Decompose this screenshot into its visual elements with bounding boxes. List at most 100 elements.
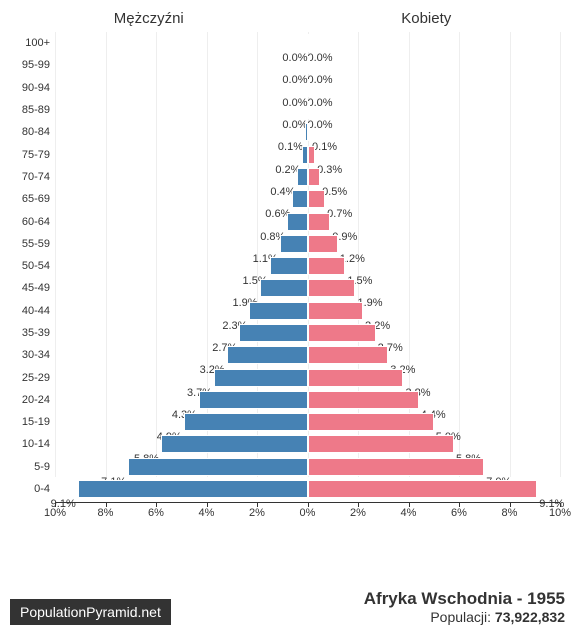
age-row: 95-990.0%0.0%	[10, 54, 565, 76]
age-row: 55-591.1%1.2%	[10, 233, 565, 255]
age-label: 75-79	[10, 149, 50, 161]
age-label: 45-49	[10, 282, 50, 294]
female-bar	[308, 346, 389, 364]
male-bar	[184, 413, 308, 431]
age-label: 25-29	[10, 372, 50, 384]
age-row: 35-392.7%2.7%	[10, 322, 565, 344]
male-bar	[161, 435, 307, 453]
male-side: 2.7%	[55, 322, 308, 344]
male-side: 1.5%	[55, 255, 308, 277]
bars-area: 0.8%0.9%	[55, 210, 560, 232]
age-row: 85-89 0.0%0.0%	[10, 99, 565, 121]
female-header: Kobiety	[288, 10, 566, 27]
age-row: 90-94 0.0%0.0%	[10, 77, 565, 99]
female-side: 3.2%	[308, 344, 561, 366]
bars-area: 0.0%0.0%	[55, 77, 560, 99]
female-bar	[308, 458, 485, 476]
male-bar	[297, 168, 307, 186]
age-row: 25-29 3.7%3.8%	[10, 366, 565, 388]
male-side: 4.9%	[55, 411, 308, 433]
female-side: 0.0%	[308, 32, 561, 54]
male-bar	[260, 279, 308, 297]
x-tick-label: 0%	[300, 507, 316, 519]
male-bar	[78, 480, 308, 498]
bars-area: 0.1%0.1%	[55, 121, 560, 143]
age-label: 10-14	[10, 438, 50, 450]
female-side: 4.4%	[308, 389, 561, 411]
age-row: 70-740.4%0.5%	[10, 166, 565, 188]
female-side: 5.0%	[308, 411, 561, 433]
female-side: 0.1%	[308, 121, 561, 143]
female-side: 0.0%	[308, 54, 561, 76]
x-tick-label: 8%	[502, 507, 518, 519]
bars-area: 0.2%0.3%	[55, 143, 560, 165]
population-line: Populacji: 73,922,832	[364, 609, 565, 625]
age-row: 5-9 7.1%7.0%	[10, 456, 565, 478]
female-bar	[308, 435, 454, 453]
female-side: 0.5%	[308, 166, 561, 188]
age-row: 65-690.6%0.7%	[10, 188, 565, 210]
male-header: Mężczyźni	[10, 10, 288, 27]
female-bar	[308, 34, 310, 52]
male-bar	[270, 257, 308, 275]
age-label: 50-54	[10, 260, 50, 272]
female-bar	[308, 369, 404, 387]
male-side: 0.0%	[55, 99, 308, 121]
bars-area: 3.7%3.8%	[55, 366, 560, 388]
population-label: Populacji:	[430, 609, 495, 625]
chart-title: Afryka Wschodnia - 1955	[364, 589, 565, 609]
male-side: 0.0%	[55, 77, 308, 99]
female-bar	[308, 56, 310, 74]
age-label: 0-4	[10, 483, 50, 495]
male-bar	[287, 213, 307, 231]
female-bar	[308, 235, 338, 253]
x-tick-label: 6%	[148, 507, 164, 519]
bars-area: 0.0%0.0%	[55, 99, 560, 121]
male-side: 0.0%	[55, 54, 308, 76]
female-bar	[308, 146, 316, 164]
male-side: 1.1%	[55, 233, 308, 255]
x-tick-label: 10%	[549, 507, 571, 519]
x-tick-label: 6%	[451, 507, 467, 519]
female-side: 0.7%	[308, 188, 561, 210]
female-side: 1.5%	[308, 255, 561, 277]
age-label: 90-94	[10, 82, 50, 94]
male-bar	[280, 235, 308, 253]
bars-area: 0.0%0.0%	[55, 32, 560, 54]
male-side: 7.1%	[55, 456, 308, 478]
age-label: 85-89	[10, 104, 50, 116]
population-pyramid-chart: Mężczyźni Kobiety 100+0.0%0.0%95-990.0%0…	[0, 0, 575, 581]
x-tick-label: 2%	[249, 507, 265, 519]
bars-area: 4.9%5.0%	[55, 411, 560, 433]
male-side: 0.8%	[55, 210, 308, 232]
bars-area: 1.1%1.2%	[55, 233, 560, 255]
x-axis: 10%8%6%4%2%0%2%4%6%8%10%	[55, 502, 560, 527]
age-label: 30-34	[10, 349, 50, 361]
bars-area: 4.3%4.4%	[55, 389, 560, 411]
bars-area: 7.1%7.0%	[55, 456, 560, 478]
female-side: 2.7%	[308, 322, 561, 344]
age-row: 10-145.8%5.8%	[10, 433, 565, 455]
age-label: 65-69	[10, 193, 50, 205]
male-bar	[292, 190, 307, 208]
x-tick-label: 2%	[350, 507, 366, 519]
age-row: 50-54 1.5%1.5%	[10, 255, 565, 277]
female-side: 1.2%	[308, 233, 561, 255]
female-bar	[308, 190, 326, 208]
gender-headers: Mężczyźni Kobiety	[10, 10, 565, 30]
male-side: 9.1%	[55, 478, 308, 500]
male-bar	[128, 458, 307, 476]
female-bar	[308, 302, 364, 320]
age-row: 100+ 0.0%0.0%	[10, 32, 565, 54]
female-bar	[308, 168, 321, 186]
female-side: 0.9%	[308, 210, 561, 232]
male-bar	[239, 324, 307, 342]
male-side: 5.8%	[55, 433, 308, 455]
age-label: 5-9	[10, 461, 50, 473]
age-label: 100+	[10, 37, 50, 49]
male-bar	[214, 369, 307, 387]
female-bar	[308, 413, 434, 431]
male-side: 3.7%	[55, 366, 308, 388]
age-label: 60-64	[10, 216, 50, 228]
female-side: 0.3%	[308, 143, 561, 165]
